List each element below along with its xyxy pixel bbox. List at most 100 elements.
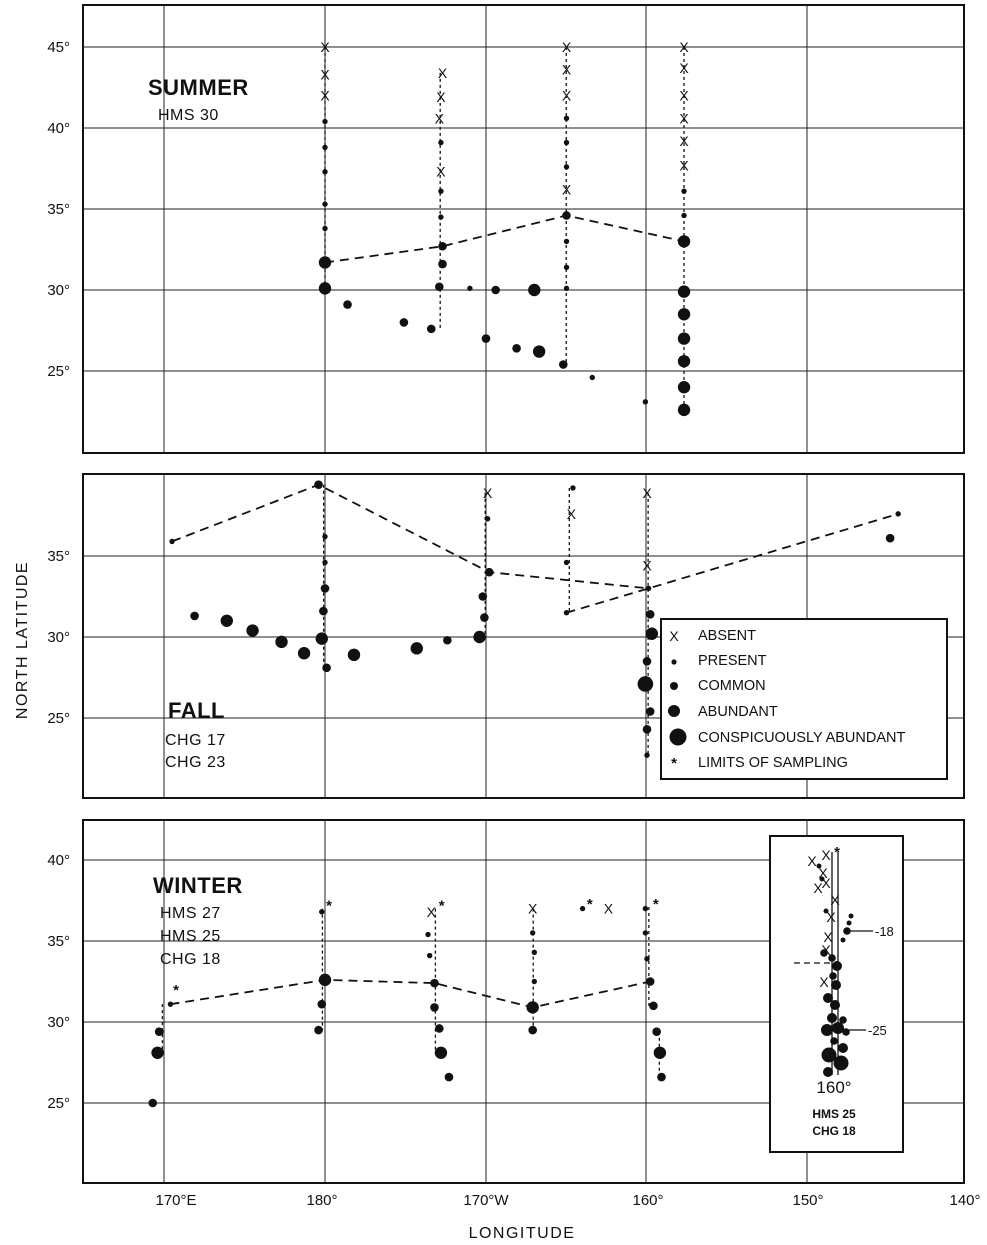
mark-abundant — [318, 256, 332, 269]
mark-limit: * — [173, 982, 179, 999]
mark-present — [531, 949, 537, 956]
mark-common — [478, 592, 488, 601]
inset-mark-dot — [820, 949, 828, 957]
mark-common — [444, 1072, 454, 1082]
mark-present — [322, 559, 328, 566]
legend-box — [660, 618, 948, 780]
legend: X * ABSENT PRESENT COMMON ABUNDANT CONSP… — [660, 618, 948, 780]
inset-mark-dot — [832, 1022, 844, 1034]
x-tick-160: 160° — [632, 1192, 663, 1209]
panel-frame — [82, 4, 965, 454]
mark-present — [563, 238, 570, 245]
inset-mark-absent: X — [826, 909, 836, 925]
mark-abundant — [434, 1046, 448, 1059]
mark-present — [895, 511, 901, 517]
mark-abundant — [315, 632, 328, 645]
season-label-winter: WINTER — [153, 873, 243, 898]
mark-present — [579, 905, 586, 912]
legend-symbol-present — [671, 659, 677, 665]
mark-common — [438, 259, 447, 269]
mark-absent: X — [528, 901, 538, 917]
mark-present — [642, 930, 649, 936]
inset-mark-dot — [828, 954, 836, 962]
y-tick-label: 30° — [47, 1014, 70, 1031]
y-tick-label: 25° — [47, 710, 70, 727]
mark-common — [649, 1001, 658, 1011]
inset-mark-dot — [846, 920, 852, 926]
mark-common — [343, 300, 352, 309]
mark-abundant — [318, 973, 332, 987]
inset-cruise-1: CHG 18 — [812, 1124, 856, 1138]
mark-present — [531, 978, 537, 985]
mark-common — [652, 1027, 661, 1037]
mark-absent: X — [679, 60, 689, 76]
mark-abundant — [526, 1001, 539, 1014]
mark-absent: X — [642, 485, 652, 501]
mark-common — [484, 567, 494, 577]
inset-mark-dot — [848, 913, 854, 919]
mark-abundant — [246, 624, 259, 637]
inset-mark-dot — [821, 1024, 833, 1036]
mark-present — [529, 930, 536, 936]
inset-mark-dot — [839, 1016, 847, 1024]
mark-common — [430, 1003, 439, 1012]
inset-label-25: -25 — [868, 1023, 887, 1038]
mark-abundant — [653, 1046, 667, 1059]
mark-absent: X — [567, 506, 577, 522]
inset-mark-dot — [843, 927, 851, 935]
mark-present — [563, 559, 570, 566]
mark-present — [322, 225, 328, 232]
mark-present — [589, 374, 595, 381]
mark-absent: X — [679, 110, 689, 126]
mark-abundant — [473, 630, 486, 644]
mark-common — [430, 978, 439, 988]
mark-common — [645, 977, 655, 986]
inset-mark-absent: X — [819, 974, 829, 990]
mark-common — [438, 241, 447, 251]
x-tick-labels: 170°E 180° 170°W 160° 150° 140° — [155, 1192, 980, 1209]
legend-label-common: COMMON — [698, 678, 766, 694]
mark-limit: * — [326, 898, 332, 915]
mark-present — [322, 201, 328, 207]
mark-limit: * — [587, 896, 593, 913]
mark-absent: X — [604, 901, 614, 917]
inset-mark-absent: X — [813, 880, 823, 896]
legend-label-abundant: ABUNDANT — [698, 704, 778, 720]
mark-conspicuously-abundant — [637, 676, 654, 692]
inset-mark-absent: X — [821, 847, 831, 863]
mark-present — [322, 533, 328, 540]
mark-present — [169, 538, 175, 545]
mark-present — [322, 169, 328, 175]
inset-mark-dot — [840, 937, 846, 943]
x-axis-label: LONGITUDE — [469, 1225, 576, 1242]
mark-common — [154, 1027, 164, 1037]
legend-label-absent: ABSENT — [698, 628, 756, 644]
inset-mark-dot — [823, 908, 829, 914]
mark-present — [563, 285, 570, 292]
inset-mark-dot — [827, 1013, 837, 1023]
mark-abundant — [677, 285, 691, 298]
inset-mark-dot — [823, 1067, 833, 1077]
mark-limit: * — [653, 896, 659, 913]
inset-label-18: -18 — [875, 924, 894, 939]
mark-common — [426, 324, 436, 334]
y-tick-label: 35° — [47, 933, 70, 950]
inset-mark-dot — [838, 1043, 848, 1053]
inset-frame — [769, 835, 904, 1153]
mark-absent: X — [679, 88, 689, 104]
mark-common — [435, 282, 444, 292]
inset-mark-dot — [823, 993, 833, 1003]
mark-absent: X — [679, 133, 689, 149]
mark-common — [642, 657, 652, 666]
inset-mark-dot — [831, 980, 841, 990]
mark-abundant — [347, 648, 361, 662]
x-tick-140: 140° — [949, 1192, 980, 1209]
legend-label-limit: LIMITS OF SAMPLING — [698, 755, 848, 771]
mark-present — [322, 118, 328, 125]
cruise-label-summer-0: HMS 30 — [158, 107, 219, 124]
mark-present — [563, 264, 570, 271]
mark-absent: X — [483, 485, 493, 501]
inset-cruise-0: HMS 25 — [812, 1107, 856, 1121]
mark-present — [167, 1001, 174, 1007]
